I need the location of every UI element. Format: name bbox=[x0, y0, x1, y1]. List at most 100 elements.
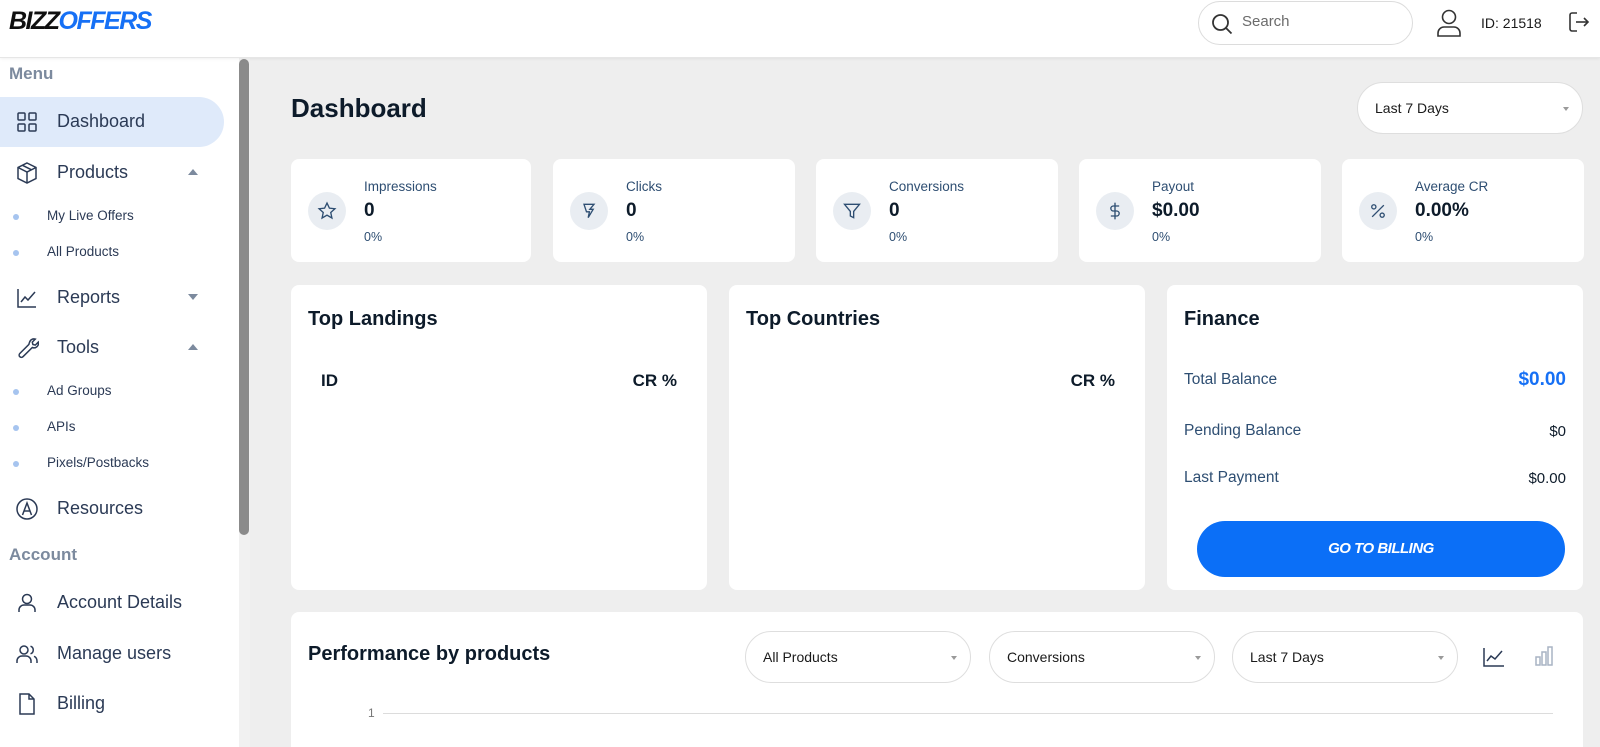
account-section-title: Account bbox=[9, 545, 77, 564]
stat-label: Clicks bbox=[626, 179, 662, 194]
sidebar-subitem-label: Ad Groups bbox=[47, 383, 112, 398]
logo[interactable]: BIZZOFFERS bbox=[9, 6, 153, 36]
click-icon bbox=[583, 203, 596, 219]
user-icon[interactable] bbox=[1436, 8, 1462, 38]
product-filter-value: All Products bbox=[763, 649, 838, 665]
top-landings-title: Top Landings bbox=[308, 308, 438, 330]
top-countries-title: Top Countries bbox=[746, 308, 881, 330]
chevron-down-icon bbox=[188, 294, 198, 300]
users-icon bbox=[16, 645, 38, 663]
sidebar-item-label: Account Details bbox=[57, 592, 183, 612]
bar-chart-toggle-icon[interactable] bbox=[1534, 646, 1554, 666]
sidebar-item-label: Products bbox=[57, 162, 129, 182]
sidebar-subitem-label: All Products bbox=[47, 244, 120, 259]
stat-icon-circle bbox=[308, 192, 346, 230]
sidebar-subitem-label: APIs bbox=[47, 419, 76, 434]
sidebar-item-label: Dashboard bbox=[57, 111, 146, 131]
logo-part-2: OFFERS bbox=[58, 7, 153, 35]
stat-icon-circle bbox=[833, 192, 871, 230]
stat-card-clicks: Clicks 0 0% bbox=[553, 159, 795, 262]
sidebar-item-manage-users[interactable]: Manage users bbox=[0, 629, 224, 679]
sidebar-subitem-label: Pixels/Postbacks bbox=[47, 455, 150, 470]
stat-value: 0 bbox=[364, 200, 375, 221]
stat-label: Average CR bbox=[1415, 179, 1489, 194]
stat-label: Impressions bbox=[364, 179, 437, 194]
sidebar-subitem-apis[interactable]: APIs bbox=[0, 413, 224, 443]
column-header-cr[interactable]: CR % bbox=[632, 371, 677, 390]
sidebar-subitem-all-products[interactable]: All Products bbox=[0, 238, 224, 268]
sidebar: Menu Dashboard Products My Live Offers A… bbox=[0, 58, 250, 747]
scrollbar-thumb[interactable] bbox=[239, 59, 249, 535]
product-filter-select[interactable]: All Products bbox=[745, 631, 971, 683]
star-icon bbox=[317, 201, 337, 220]
sidebar-item-label: Reports bbox=[57, 287, 121, 307]
dashboard-grid-icon bbox=[17, 112, 37, 132]
stat-card-impressions: Impressions 0 0% bbox=[291, 159, 531, 262]
column-header-cr[interactable]: CR % bbox=[1070, 371, 1115, 390]
user-icon bbox=[18, 593, 36, 612]
page-title: Dashboard bbox=[291, 93, 427, 123]
sidebar-item-label: Tools bbox=[57, 337, 100, 357]
stat-card-average-cr: Average CR 0.00% 0% bbox=[1342, 159, 1584, 262]
bullet-dot bbox=[13, 214, 19, 220]
last-payment-value: $0.00 bbox=[1528, 470, 1566, 487]
sidebar-subitem-pixels-postbacks[interactable]: Pixels/Postbacks bbox=[0, 449, 224, 479]
pending-balance-label: Pending Balance bbox=[1184, 422, 1302, 439]
sidebar-scrollbar[interactable] bbox=[239, 58, 250, 747]
stat-icon-circle bbox=[1359, 192, 1397, 230]
stat-icon-circle bbox=[570, 192, 608, 230]
sidebar-item-dashboard[interactable]: Dashboard bbox=[0, 97, 224, 147]
stat-value: 0 bbox=[889, 200, 900, 221]
line-chart-toggle-icon[interactable] bbox=[1483, 647, 1505, 667]
go-to-billing-button[interactable]: GO TO BILLING bbox=[1197, 521, 1565, 577]
logout-icon[interactable] bbox=[1568, 11, 1590, 33]
user-id: ID: 21518 bbox=[1481, 15, 1542, 31]
sidebar-item-label: Billing bbox=[57, 693, 106, 713]
performance-panel: Performance by products All Products Con… bbox=[291, 612, 1583, 747]
metric-filter-select[interactable]: Conversions bbox=[989, 631, 1215, 683]
column-header-id[interactable]: ID bbox=[321, 371, 338, 390]
document-icon bbox=[19, 693, 35, 715]
performance-title: Performance by products bbox=[308, 643, 551, 665]
logo-part-1: BIZZ bbox=[9, 7, 60, 35]
chevron-up-icon bbox=[188, 169, 198, 175]
stat-change: 0% bbox=[1152, 230, 1171, 244]
stat-value: 0 bbox=[626, 200, 637, 221]
metric-filter-value: Conversions bbox=[1007, 649, 1085, 665]
last-payment-label: Last Payment bbox=[1184, 469, 1279, 486]
sidebar-item-label: Manage users bbox=[57, 643, 172, 663]
box-icon bbox=[17, 162, 37, 184]
sidebar-subitem-my-live-offers[interactable]: My Live Offers bbox=[0, 202, 224, 232]
menu-section-title: Menu bbox=[9, 64, 54, 83]
chevron-down-icon bbox=[1563, 107, 1569, 111]
date-range-select[interactable]: Last 7 Days bbox=[1357, 82, 1583, 134]
period-filter-select[interactable]: Last 7 Days bbox=[1232, 631, 1458, 683]
sidebar-item-reports[interactable]: Reports bbox=[0, 273, 224, 323]
stat-change: 0% bbox=[364, 230, 383, 244]
stat-change: 0% bbox=[626, 230, 645, 244]
sidebar-item-account-details[interactable]: Account Details bbox=[0, 578, 224, 628]
chart-gridline bbox=[383, 713, 1553, 714]
search-input[interactable] bbox=[1242, 13, 1402, 30]
dollar-icon bbox=[1110, 202, 1120, 220]
sidebar-item-resources[interactable]: Resources bbox=[0, 484, 224, 534]
sidebar-item-tools[interactable]: Tools bbox=[0, 323, 224, 373]
period-filter-value: Last 7 Days bbox=[1250, 649, 1324, 665]
wrench-icon bbox=[18, 338, 39, 359]
stat-icon-circle bbox=[1096, 192, 1134, 230]
sidebar-item-billing[interactable]: Billing bbox=[0, 679, 224, 729]
sidebar-item-products[interactable]: Products bbox=[0, 148, 224, 198]
search-box[interactable] bbox=[1198, 1, 1413, 45]
top-countries-panel: Top Countries CR % bbox=[729, 285, 1145, 590]
bullet-dot bbox=[13, 425, 19, 431]
stat-value: 0.00% bbox=[1415, 200, 1469, 221]
stat-label: Conversions bbox=[889, 179, 965, 194]
y-axis-tick: 1 bbox=[368, 706, 375, 720]
percent-icon bbox=[1371, 204, 1385, 218]
sidebar-subitem-ad-groups[interactable]: Ad Groups bbox=[0, 377, 224, 407]
resources-icon bbox=[16, 498, 38, 520]
finance-panel: Finance Total Balance $0.00 Pending Bala… bbox=[1167, 285, 1583, 590]
stat-card-payout: Payout $0.00 0% bbox=[1079, 159, 1321, 262]
stat-change: 0% bbox=[889, 230, 908, 244]
stat-value: $0.00 bbox=[1152, 200, 1200, 221]
